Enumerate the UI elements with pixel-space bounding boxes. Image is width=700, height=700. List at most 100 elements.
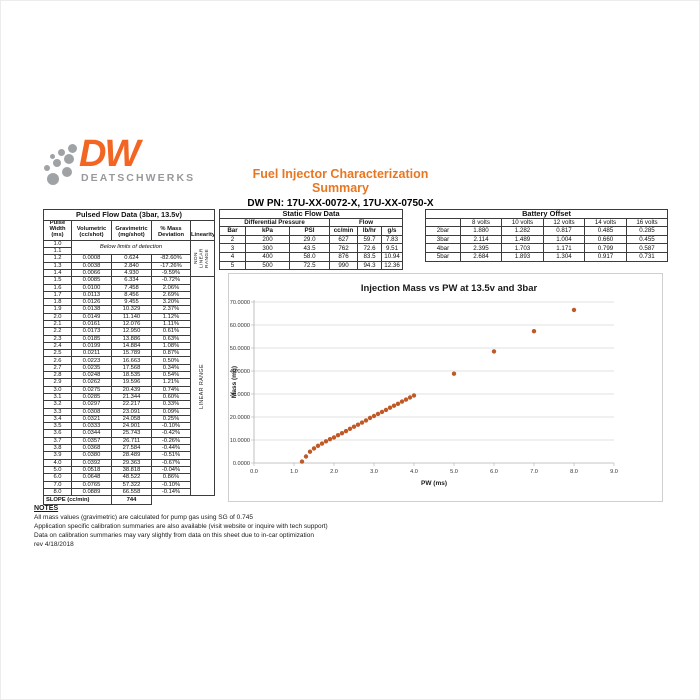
volumetric-cell: 0.0199 <box>71 341 112 351</box>
deatschwerks-logo: DW DEATSCHWERKS <box>41 133 221 192</box>
pulse-width-cell: 2.5 <box>43 349 72 358</box>
scatter-point <box>451 371 457 376</box>
static-flow-cell: 58.0 <box>289 251 330 262</box>
volumetric-cell: 0.0085 <box>71 276 112 285</box>
logo-dw-text: DW <box>79 133 140 175</box>
chart-axes <box>251 300 615 466</box>
deviation-cell: -9.59% <box>151 268 191 278</box>
pulse-width-cell: 3.7 <box>43 436 72 446</box>
deviation-cell: -0.14% <box>151 487 191 497</box>
static-flow-cell: 9.51 <box>380 243 404 253</box>
col-14v: 14 volts <box>584 217 627 228</box>
scatter-point <box>407 395 413 400</box>
gravimetric-cell: 27.584 <box>111 444 152 453</box>
x-tick-label: 1.0 <box>290 469 298 475</box>
scatter-point <box>383 407 389 413</box>
deviation-cell: -0.04% <box>151 465 191 475</box>
table-row: 1.0 Below limits of detection NON LINEAR R… <box>43 239 216 278</box>
scatter-point <box>339 431 345 436</box>
deviation-cell: -0.42% <box>151 429 191 438</box>
scatter-point <box>315 443 321 448</box>
table-row: 4 400 58.0 876 83.5 10.94 <box>219 251 404 262</box>
deviation-cell: 0.25% <box>151 414 191 424</box>
pulse-width-cell: 3.4 <box>43 414 72 424</box>
table-row: 2.8 0.0248 18.535 0.54% <box>43 371 215 380</box>
scatter-point <box>379 409 385 415</box>
pulse-width-cell: 1.5 <box>43 276 72 285</box>
static-flow-table: Static Flow Data Differential Pressure F… <box>218 209 404 271</box>
gravimetric-cell: 9.455 <box>111 298 152 307</box>
table-row: 5bar 2.684 1.893 1.304 0.917 0.731 <box>425 251 668 262</box>
static-table-header-row: Bar kPa PSI cc/min lb/hr g/s <box>219 226 404 236</box>
scatter-point <box>359 420 365 425</box>
chart-gridlines <box>254 301 614 441</box>
table-row: 3.9 0.0380 28.489 -0.51% <box>43 451 215 460</box>
volumetric-cell: 0.0173 <box>71 327 112 336</box>
deviation-cell: 1.11% <box>151 319 191 329</box>
col-bar: Bar <box>219 226 246 236</box>
notes-section: NOTES All mass values (gravimetric) are … <box>34 504 328 549</box>
table-row: 2.7 0.0235 17.568 0.34% <box>43 363 215 373</box>
y-tick-label: 60.0000 <box>230 323 250 329</box>
y-tick-label: 50.0000 <box>230 346 250 352</box>
pulse-width-cell: 6.0 <box>43 473 72 482</box>
static-flow-cell: 627 <box>329 234 358 245</box>
deviation-cell: 0.09% <box>151 407 191 416</box>
gravimetric-cell: 24.901 <box>111 422 152 431</box>
deviation-cell: 1.08% <box>151 341 191 351</box>
pulse-width-cell: 1.6 <box>43 283 72 292</box>
pulse-width-cell: 8.0 <box>43 487 72 497</box>
deviation-cell: 0.86% <box>151 473 191 482</box>
pulse-width-cell: 2.3 <box>43 334 72 343</box>
deviation-cell: -82.60% <box>151 254 191 263</box>
logo-dot-icon <box>53 159 61 167</box>
gravimetric-cell: 19.596 <box>111 378 152 387</box>
table-row: 2.5 0.0211 15.789 0.87% <box>43 349 215 358</box>
table-row: 2bar 1.880 1.282 0.817 0.485 0.285 <box>425 226 668 236</box>
scatter-point <box>363 418 369 423</box>
table-row: 2.9 0.0262 19.596 1.21% <box>43 378 215 387</box>
offset-value-cell: 2.684 <box>460 251 502 262</box>
volumetric-cell: 0.0321 <box>71 414 112 424</box>
pulse-width-cell: 7.0 <box>43 480 72 489</box>
static-flow-cell: 200 <box>245 234 290 245</box>
static-table-title-row: Static Flow Data <box>218 209 404 219</box>
scatter-point <box>347 426 353 431</box>
pulsed-flow-table: Pulsed Flow Data (3bar, 13.5v) Pulse Wid… <box>42 209 216 505</box>
offset-value-cell: 1.004 <box>543 234 585 245</box>
pulse-width-cell: 3.3 <box>43 407 72 416</box>
gravimetric-cell: 10.329 <box>111 305 152 314</box>
gravimetric-cell: 23.091 <box>111 407 152 416</box>
gravimetric-cell: 14.884 <box>111 341 152 351</box>
linear-range-label: LINEAR RANGE <box>199 363 206 409</box>
group-flow: Flow <box>328 217 404 228</box>
table-row: 1.5 0.0085 6.334 -0.72% LINEAR RANGE <box>43 276 216 497</box>
pulse-width-cell: 1.8 <box>43 298 72 307</box>
static-flow-cell: 72.5 <box>289 260 330 271</box>
offset-value-cell: 0.799 <box>584 243 627 253</box>
volumetric-cell: 0.0008 <box>71 254 112 263</box>
chart-title: Injection Mass vs PW at 13.5v and 3bar <box>361 283 538 294</box>
deviation-cell: 2.69% <box>151 290 191 300</box>
table-row: 2 200 29.0 627 59.7 7.83 <box>219 234 404 245</box>
page-title: Fuel Injector Characterization Summary <box>252 167 429 195</box>
pulsed-table-title-row: Pulsed Flow Data (3bar, 13.5v) <box>42 209 216 221</box>
static-table-title: Static Flow Data <box>218 209 404 219</box>
volumetric-cell: 0.0038 <box>71 261 112 270</box>
non-linear-range-label: NON LINEAR RANGE <box>194 248 211 269</box>
logo-dot-icon <box>64 154 74 164</box>
chart-tick-labels: 0.0000 10.0000 20.0000 30.0000 40.0000 50.000… <box>230 300 618 475</box>
table-row: 2.2 0.0173 12.950 0.61% <box>43 327 215 336</box>
volumetric-cell: 0.0100 <box>71 283 112 292</box>
static-flow-cell: 500 <box>245 260 290 271</box>
y-tick-label: 20.0000 <box>230 415 250 421</box>
volumetric-cell: 0.0392 <box>71 458 112 467</box>
static-flow-cell: 12.36 <box>380 260 404 271</box>
pulse-width-cell: 3.8 <box>43 444 72 453</box>
offset-value-cell: 1.893 <box>501 251 544 262</box>
col-gs: g/s <box>380 226 404 236</box>
table-row: 3 300 43.5 762 72.6 9.51 <box>219 243 404 253</box>
table-row: 5.0 0.0518 38.818 -0.04% <box>43 465 215 475</box>
deviation-cell: 0.34% <box>151 363 191 373</box>
offset-value-cell: 0.917 <box>584 251 627 262</box>
